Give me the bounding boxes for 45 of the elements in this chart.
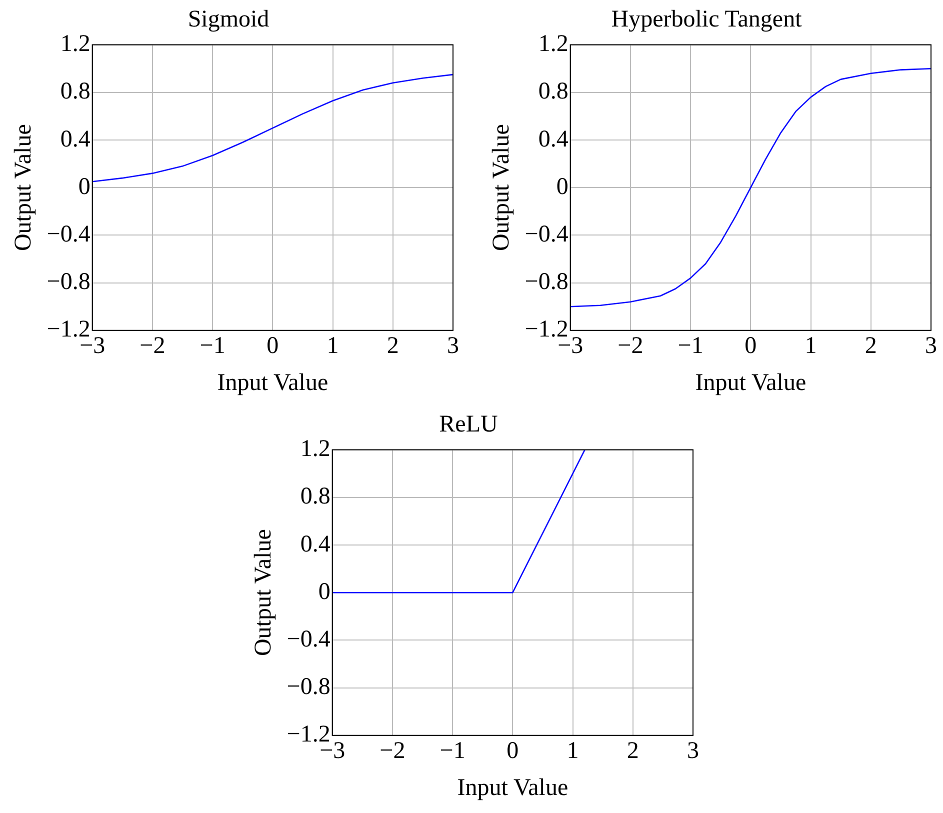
x-tick-label: −1: [200, 333, 226, 360]
y-tick-label: −0.4: [286, 626, 330, 652]
x-axis-title: Input Value: [695, 370, 806, 396]
y-tick-label: 0.4: [300, 531, 330, 558]
y-tick-label: 0.8: [60, 78, 90, 105]
x-tick-label: 2: [864, 333, 877, 360]
y-tick-label: 0: [318, 578, 330, 605]
x-tick-label: 1: [804, 333, 817, 360]
y-tick-label: −0.8: [524, 269, 568, 296]
y-tick-label: 1.2: [60, 31, 90, 58]
y-tick-label: 0: [556, 174, 568, 200]
chart-title: Hyperbolic Tangent: [611, 6, 802, 33]
x-axis-title: Input Value: [457, 774, 568, 801]
x-tick-label: 3: [447, 333, 459, 360]
y-tick-label: −0.8: [46, 269, 90, 296]
x-tick-label: 1: [326, 333, 339, 360]
chart-title: Sigmoid: [188, 6, 270, 33]
y-tick-label: −0.8: [286, 674, 330, 700]
y-tick-label: 0.4: [60, 126, 90, 152]
x-tick-label: 0: [506, 738, 519, 764]
x-tick-label: −2: [380, 738, 406, 764]
x-tick-label: 2: [386, 333, 399, 360]
x-axis-title: Input Value: [217, 370, 328, 396]
y-tick-label: 0.8: [300, 484, 330, 510]
y-tick-label: 0.8: [538, 78, 568, 105]
x-tick-label: 3: [687, 738, 699, 764]
y-axis-title: Output Value: [488, 124, 515, 252]
x-tick-label: 3: [925, 333, 937, 360]
y-axis-title: Output Value: [250, 529, 277, 656]
chart-title: ReLU: [439, 412, 498, 438]
x-tick-label: 1: [566, 738, 579, 764]
y-tick-label: 0.4: [538, 126, 568, 152]
y-tick-label: 1.2: [300, 436, 330, 462]
x-tick-label: −1: [440, 738, 466, 764]
y-axis-title: Output Value: [10, 124, 37, 252]
x-tick-label: 0: [266, 333, 279, 360]
x-tick-label: −2: [618, 333, 644, 360]
x-tick-label: 0: [744, 333, 757, 360]
y-tick-label: −0.4: [46, 221, 90, 248]
x-tick-label: −1: [678, 333, 704, 360]
x-tick-label: 2: [626, 738, 639, 764]
x-tick-label: −2: [140, 333, 166, 360]
y-tick-label: 0: [78, 174, 90, 200]
y-tick-label: 1.2: [538, 31, 568, 58]
y-tick-label: −0.4: [524, 221, 568, 248]
